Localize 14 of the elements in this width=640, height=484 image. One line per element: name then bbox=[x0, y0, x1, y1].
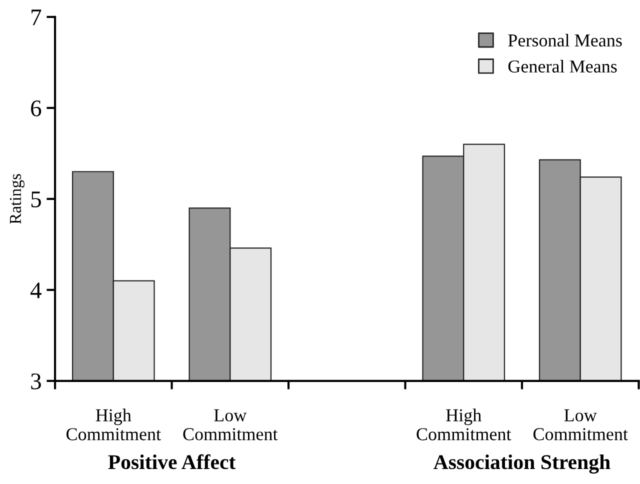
text: Positive Affect bbox=[108, 454, 236, 470]
y-tick-label: 6 bbox=[31, 100, 42, 116]
x-tick-label: High Commitment bbox=[416, 408, 512, 440]
x-tick-label: Low Commitment bbox=[183, 409, 278, 440]
legend-label: General Means bbox=[508, 60, 617, 73]
y-tick-label: 5 bbox=[31, 192, 41, 208]
x-tick-label: High Commitment bbox=[66, 408, 161, 440]
text: Association Strengh bbox=[434, 454, 610, 474]
legend-label: Personal Means bbox=[508, 34, 622, 47]
y-tick-label: 4 bbox=[30, 282, 42, 298]
y-tick-label: 3 bbox=[31, 373, 41, 390]
x-tick-label: Low Commitment bbox=[533, 409, 628, 440]
y-tick-label: 7 bbox=[32, 10, 42, 26]
y-axis-title: Ratings bbox=[10, 174, 24, 224]
